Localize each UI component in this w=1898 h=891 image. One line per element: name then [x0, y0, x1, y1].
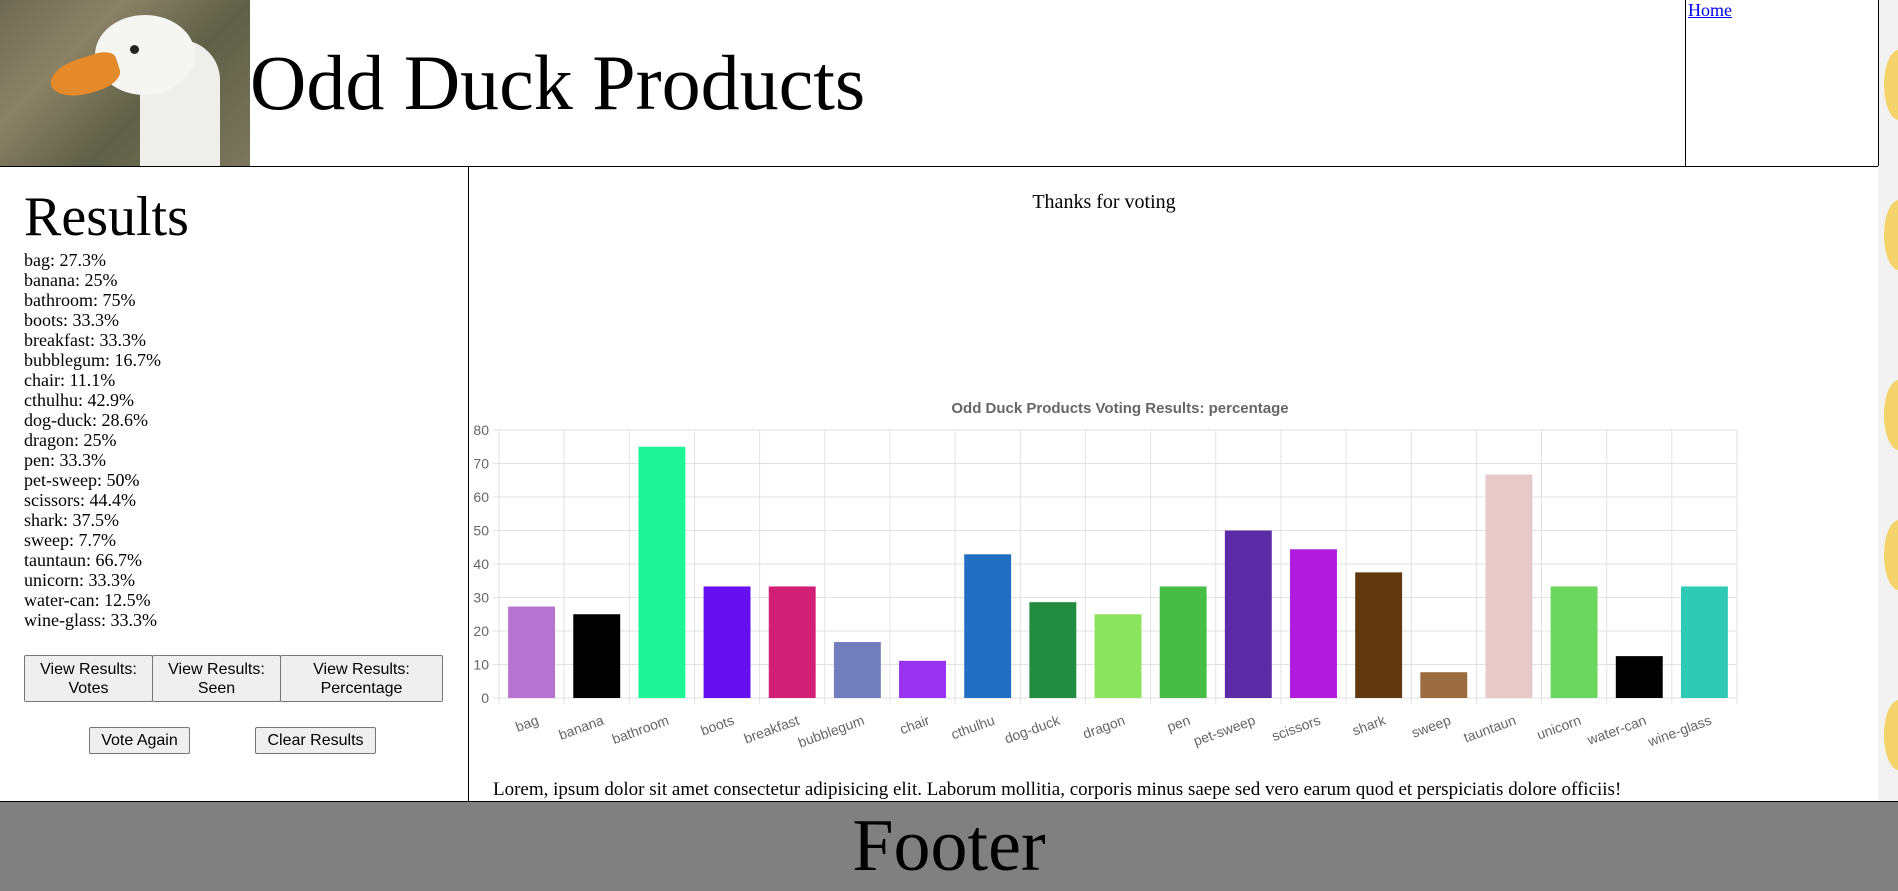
- lorem-paragraph: Lorem, ipsum dolor sit amet consectetur …: [493, 779, 1622, 800]
- x-tick-label: boots: [698, 712, 736, 739]
- result-item: bathroom: 75%: [24, 290, 136, 310]
- vote-again-button[interactable]: Vote Again: [89, 727, 190, 754]
- bar-chair: [899, 660, 946, 698]
- x-tick-label: chair: [898, 712, 932, 738]
- bar-bubblegum: [833, 642, 881, 698]
- x-tick-label: shark: [1350, 711, 1389, 738]
- bar-breakfast: [768, 586, 816, 698]
- y-tick-label: 60: [473, 489, 489, 505]
- x-tick-label: wine-glass: [1645, 712, 1714, 750]
- bar-boots: [703, 586, 751, 698]
- clear-results-button[interactable]: Clear Results: [255, 727, 376, 754]
- footer-text: Footer: [852, 805, 1046, 887]
- result-item: bubblegum: 16.7%: [24, 350, 161, 370]
- x-tick-label: pen: [1165, 712, 1192, 735]
- y-tick-label: 10: [473, 657, 489, 673]
- results-list: bag: 27.3% banana: 25% bathroom: 75% boo…: [24, 250, 161, 630]
- results-panel: Results bag: 27.3% banana: 25% bathroom:…: [0, 167, 469, 801]
- y-tick-label: 50: [473, 523, 489, 539]
- main-content: Thanks for voting Odd Duck Products Voti…: [469, 167, 1878, 801]
- x-tick-label: dragon: [1081, 712, 1127, 742]
- view-results-percentage-button[interactable]: View Results: Percentage: [280, 655, 443, 702]
- bar-bathroom: [638, 446, 686, 698]
- result-item: boots: 33.3%: [24, 310, 120, 330]
- result-item: breakfast: 33.3%: [24, 330, 146, 350]
- x-tick-label: unicorn: [1535, 712, 1584, 743]
- chart-title: Odd Duck Products Voting Results: percen…: [951, 400, 1288, 417]
- result-item: pet-sweep: 50%: [24, 470, 140, 490]
- x-tick-label: cthulhu: [949, 712, 997, 742]
- duck-logo-image: [0, 0, 250, 166]
- decorative-edge: [1878, 0, 1898, 890]
- x-tick-label: bathroom: [610, 712, 671, 747]
- x-tick-label: bubblegum: [796, 712, 867, 751]
- result-item: wine-glass: 33.3%: [24, 610, 157, 630]
- x-tick-label: bag: [513, 712, 540, 735]
- view-results-votes-button[interactable]: View Results: Votes: [24, 655, 153, 702]
- view-results-seen-button[interactable]: View Results: Seen: [152, 655, 281, 702]
- bar-water-can: [1615, 656, 1663, 698]
- x-tick-label: pet-sweep: [1191, 712, 1257, 749]
- y-tick-label: 40: [473, 556, 489, 572]
- site-header: Odd Duck Products Home: [0, 0, 1879, 167]
- thanks-message: Thanks for voting: [1032, 191, 1176, 213]
- result-item: pen: 33.3%: [24, 450, 106, 470]
- home-link[interactable]: Home: [1688, 0, 1732, 20]
- x-tick-label: tauntaun: [1461, 712, 1518, 746]
- x-tick-label: banana: [556, 712, 606, 743]
- y-tick-label: 20: [473, 623, 489, 639]
- bar-shark: [1355, 572, 1403, 698]
- bar-dragon: [1094, 614, 1142, 698]
- result-item: shark: 37.5%: [24, 510, 119, 530]
- bar-unicorn: [1550, 586, 1598, 698]
- site-title: Odd Duck Products: [250, 39, 866, 126]
- result-item: dragon: 25%: [24, 430, 117, 450]
- nav-box: Home: [1685, 0, 1879, 166]
- result-item: water-can: 12.5%: [24, 590, 151, 610]
- results-bar-chart: Odd Duck Products Voting Results: percen…: [473, 400, 1738, 751]
- y-tick-label: 0: [481, 690, 489, 706]
- bar-dog-duck: [1029, 602, 1077, 698]
- result-item: chair: 11.1%: [24, 370, 116, 390]
- result-item: scissors: 44.4%: [24, 490, 136, 510]
- bar-banana: [573, 614, 621, 698]
- result-item: dog-duck: 28.6%: [24, 410, 148, 430]
- result-item: bag: 27.3%: [24, 250, 106, 270]
- y-tick-label: 80: [473, 422, 489, 438]
- result-item: unicorn: 33.3%: [24, 570, 135, 590]
- x-tick-label: sweep: [1409, 712, 1453, 741]
- result-item: sweep: 7.7%: [24, 530, 116, 550]
- bar-wine-glass: [1680, 586, 1728, 698]
- site-footer: Footer: [0, 801, 1898, 891]
- bar-pen: [1159, 586, 1207, 698]
- x-tick-label: breakfast: [742, 712, 802, 747]
- results-title: Results: [24, 186, 189, 248]
- bar-cthulhu: [964, 554, 1012, 698]
- x-tick-label: scissors: [1270, 712, 1323, 744]
- bar-pet-sweep: [1224, 530, 1272, 698]
- result-item: tauntaun: 66.7%: [24, 550, 142, 570]
- bar-scissors: [1290, 549, 1337, 698]
- bar-bag: [508, 606, 556, 698]
- x-tick-label: dog-duck: [1002, 711, 1063, 746]
- bar-tauntaun: [1485, 474, 1533, 698]
- result-item: cthulhu: 42.9%: [24, 390, 134, 410]
- y-tick-label: 30: [473, 590, 489, 606]
- result-item: banana: 25%: [24, 270, 118, 290]
- y-tick-label: 70: [473, 456, 489, 472]
- bar-sweep: [1420, 672, 1468, 698]
- x-tick-label: water-can: [1584, 712, 1648, 748]
